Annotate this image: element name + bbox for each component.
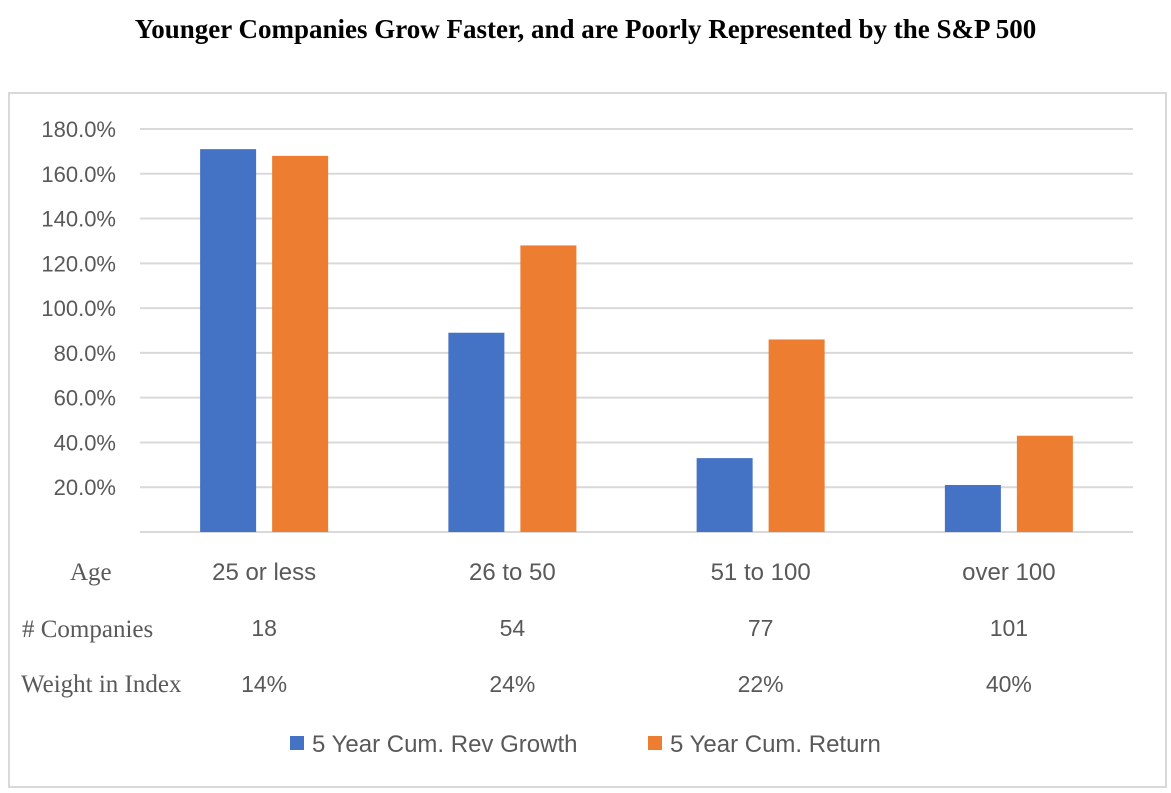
bar-rev-growth (200, 149, 257, 532)
companies-count: 101 (990, 615, 1028, 641)
row-label-weight: Weight in Index (21, 671, 182, 698)
bar-rev-growth (448, 332, 505, 532)
x-tick-label: 51 to 100 (711, 559, 811, 586)
row-label-companies: # Companies (22, 616, 153, 643)
bar-return (1016, 435, 1073, 532)
index-weight: 40% (986, 671, 1032, 697)
companies-count: 18 (251, 615, 277, 641)
index-weight: 14% (241, 671, 287, 697)
y-tick-label: 120.0% (41, 251, 116, 276)
index-weight: 24% (489, 671, 535, 697)
y-tick-label: 100.0% (41, 296, 116, 321)
legend-label: 5 Year Cum. Return (670, 731, 881, 758)
companies-count: 77 (748, 615, 774, 641)
bar-rev-growth (696, 458, 753, 532)
legend-swatch (290, 736, 304, 750)
y-tick-label: 140.0% (41, 207, 116, 232)
y-tick-label: 160.0% (41, 162, 116, 187)
legend-label: 5 Year Cum. Rev Growth (312, 731, 577, 758)
bar-return (768, 339, 825, 532)
y-tick-label: 180.0% (41, 117, 116, 142)
y-tick-label: 80.0% (54, 341, 116, 366)
x-tick-label: 25 or less (212, 559, 316, 586)
y-tick-label: 40.0% (54, 430, 116, 455)
legend-swatch (648, 736, 662, 750)
companies-count: 54 (500, 615, 526, 641)
index-weight: 22% (738, 671, 784, 697)
y-tick-label: 60.0% (54, 386, 116, 411)
bar-return (520, 245, 577, 532)
chart-frame (8, 92, 1167, 788)
x-tick-label: 26 to 50 (469, 559, 556, 586)
x-tick-label: over 100 (962, 559, 1055, 586)
y-tick-label: 20.0% (54, 475, 116, 500)
bar-rev-growth (944, 484, 1001, 532)
chart-title: Younger Companies Grow Faster, and are P… (134, 14, 1037, 44)
row-label-age: Age (70, 559, 112, 586)
bar-return (272, 155, 329, 532)
